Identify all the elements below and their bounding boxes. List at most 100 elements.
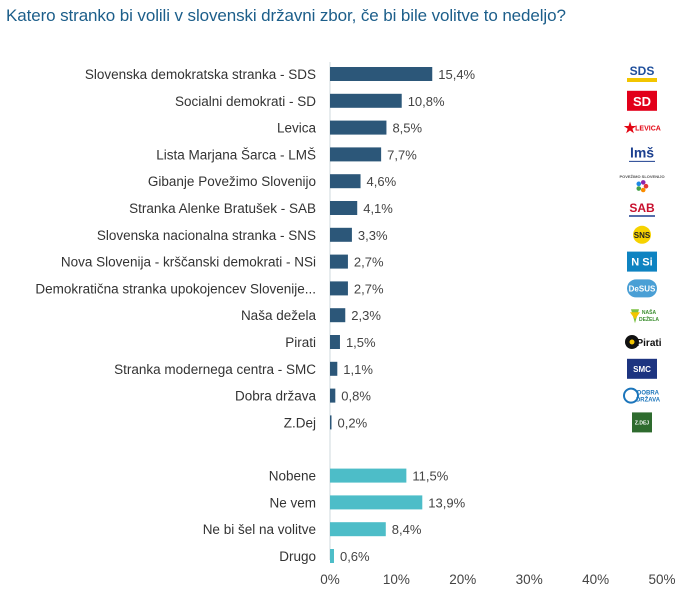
nsi-logo-bg xyxy=(627,251,657,272)
data-label: 11,5% xyxy=(412,469,448,484)
data-label: 7,7% xyxy=(387,147,417,162)
category-label: Lista Marjana Šarca - LMŠ xyxy=(156,147,316,162)
data-label: 4,1% xyxy=(363,201,393,216)
category-label: Stranka Alenke Bratušek - SAB xyxy=(129,201,316,216)
x-tick-label: 30% xyxy=(516,572,543,587)
x-tick-label: 10% xyxy=(383,572,410,587)
data-label: 10,8% xyxy=(408,94,445,109)
party-logo-icon: N Si xyxy=(627,251,657,272)
data-label: 1,5% xyxy=(346,335,376,350)
data-label: 13,9% xyxy=(428,495,465,510)
povezimo-logo-petal xyxy=(640,180,646,185)
nasa-dezela-logo-word2: DEŽELA xyxy=(639,315,659,323)
party-logo-icon: SD xyxy=(627,90,657,111)
data-label: 2,7% xyxy=(354,255,384,270)
category-label: Slovenska demokratska stranka - SDS xyxy=(85,67,316,82)
zdej-logo-bg xyxy=(632,412,652,433)
levica-star-icon: ★ xyxy=(624,120,637,136)
data-label: 4,6% xyxy=(367,174,397,189)
category-label: Nobene xyxy=(269,469,316,484)
data-label: 0,8% xyxy=(341,389,371,404)
zdej-logo-text: Z.DEJ xyxy=(635,420,649,426)
data-label: 0,2% xyxy=(338,415,368,430)
data-label: 15,4% xyxy=(438,67,475,82)
party-logo-icon: SMC xyxy=(627,358,657,379)
bar xyxy=(330,308,346,323)
data-label: 2,3% xyxy=(351,308,381,323)
x-tick-label: 50% xyxy=(648,572,675,587)
sns-logo-text: SNS xyxy=(634,231,651,240)
povezimo-logo-petal xyxy=(636,181,642,187)
sns-logo-disc xyxy=(633,225,651,244)
party-logo-icon: POVEŽIMO SLOVENIJO xyxy=(619,174,665,193)
category-label: Ne bi šel na volitve xyxy=(203,522,316,537)
data-label: 1,1% xyxy=(343,362,373,377)
category-label: Stranka modernega centra - SMC xyxy=(114,362,316,377)
party-logo-icon: SNS xyxy=(633,225,651,244)
bar xyxy=(330,388,336,403)
bar xyxy=(330,495,423,510)
category-label: Levica xyxy=(277,121,317,136)
party-logo-icon: SDS xyxy=(627,64,657,82)
sab-logo-text: SAB xyxy=(629,201,655,215)
bar xyxy=(330,468,407,483)
x-tick-label: 0% xyxy=(320,572,340,587)
x-tick-label: 40% xyxy=(582,572,609,587)
povezimo-logo-text: POVEŽIMO SLOVENIJO xyxy=(619,174,664,179)
bar xyxy=(330,201,358,215)
party-logo-icon: ★LEVICA xyxy=(624,120,661,136)
pirati-logo-dot xyxy=(629,339,635,345)
povezimo-logo-petal xyxy=(636,186,642,191)
category-label: Nova Slovenija - krščanski demokrati - N… xyxy=(61,255,316,270)
bar xyxy=(330,67,433,81)
bar xyxy=(330,335,340,349)
party-logo-icon: SAB xyxy=(629,201,655,217)
levica-logo-text: LEVICA xyxy=(635,126,661,133)
category-label: Dobra država xyxy=(235,389,317,404)
data-label: 3,3% xyxy=(358,228,388,243)
category-label: Slovenska nacionalna stranka - SNS xyxy=(97,228,316,243)
party-logo-icon: DeSUS xyxy=(627,279,657,298)
data-label: 8,5% xyxy=(392,121,422,136)
category-label: Socialni demokrati - SD xyxy=(175,94,316,109)
bar xyxy=(330,522,386,537)
bar xyxy=(330,549,334,563)
data-label: 2,7% xyxy=(354,281,384,296)
category-label: Drugo xyxy=(279,549,316,564)
bar xyxy=(330,174,361,189)
povezimo-logo-petal xyxy=(640,187,646,193)
bar xyxy=(330,120,387,135)
dobra-drzava-logo-ring xyxy=(623,387,639,404)
dobra-drzava-logo-word1: DOBRA xyxy=(637,391,660,397)
bar xyxy=(330,281,348,296)
lms-logo-text: lmš xyxy=(630,144,654,160)
party-logo-icon: Pirati xyxy=(625,335,662,349)
category-label: Naša dežela xyxy=(241,308,317,323)
desus-logo-bg xyxy=(627,279,657,298)
desus-logo-text: DeSUS xyxy=(629,284,656,293)
sds-logo-stripe xyxy=(627,78,657,82)
bar xyxy=(330,227,352,242)
dobra-drzava-logo-word2: DRŽAVA xyxy=(636,396,661,404)
povezimo-logo-petal xyxy=(643,183,649,189)
chart-title: Katero stranko bi volili v slovenski drž… xyxy=(6,6,566,25)
category-label: Demokratična stranka upokojencev Sloveni… xyxy=(35,281,316,296)
nasa-dezela-logo-accent xyxy=(630,312,640,320)
bar xyxy=(330,93,402,108)
pirati-logo-text: Pirati xyxy=(636,338,661,349)
smc-logo-text: SMC xyxy=(633,365,651,374)
smc-logo-bg xyxy=(627,358,657,379)
data-label: 8,4% xyxy=(392,522,422,537)
nsi-logo-text: N Si xyxy=(631,257,652,269)
party-logo-icon: Z.DEJ xyxy=(632,412,652,433)
bar xyxy=(330,254,348,269)
x-tick-label: 20% xyxy=(449,572,476,587)
sd-logo-text: SD xyxy=(633,94,651,109)
sd-logo-bg xyxy=(627,90,657,111)
category-label: Pirati xyxy=(285,335,316,350)
bar xyxy=(330,361,338,376)
sds-logo-text: SDS xyxy=(630,64,655,78)
category-label: Z.Dej xyxy=(284,415,316,430)
